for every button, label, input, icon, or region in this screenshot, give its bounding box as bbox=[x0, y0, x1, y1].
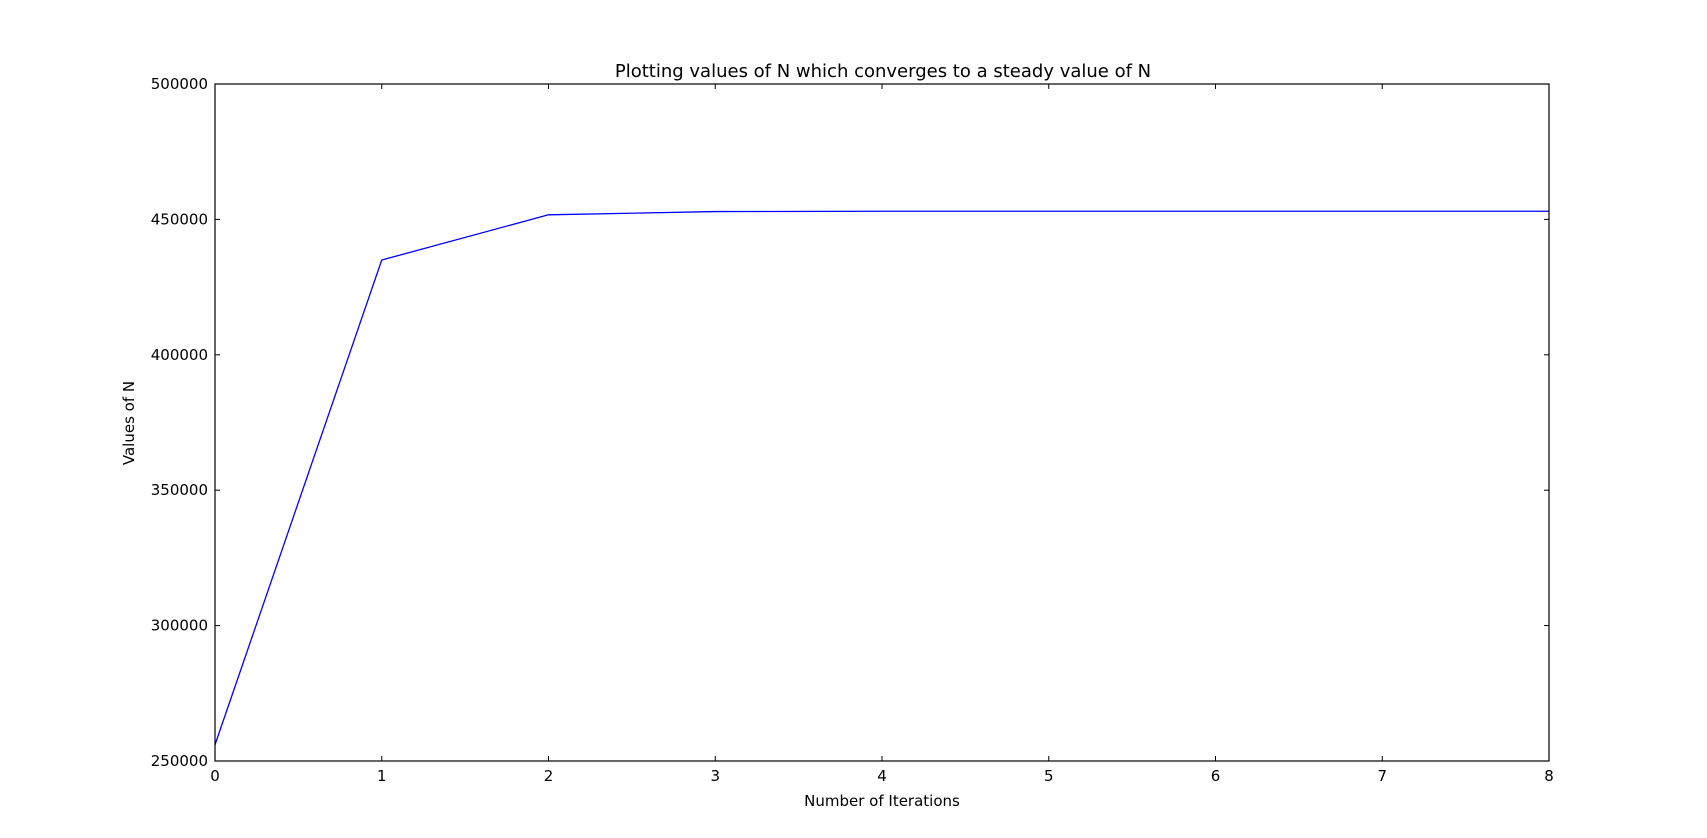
plot-area bbox=[214, 210, 1549, 745]
x-tick-label: 7 bbox=[1377, 767, 1387, 785]
y-tick-label: 250000 bbox=[151, 752, 208, 770]
y-tick-label: 500000 bbox=[151, 75, 208, 93]
plot-frame bbox=[214, 83, 1550, 762]
y-tick-label: 350000 bbox=[151, 481, 208, 499]
chart-title: Plotting values of N which converges to … bbox=[615, 61, 1151, 82]
series-line-0 bbox=[214, 210, 1549, 745]
x-tick-label: 5 bbox=[1044, 767, 1054, 785]
x-tick-label: 0 bbox=[210, 767, 220, 785]
x-tick-label: 6 bbox=[1211, 767, 1221, 785]
x-tick-label: 2 bbox=[544, 767, 554, 785]
y-tick-label: 450000 bbox=[151, 210, 208, 228]
x-tick-label: 8 bbox=[1544, 767, 1554, 785]
x-axis-label: Number of Iterations bbox=[804, 792, 960, 810]
x-tick-label: 3 bbox=[710, 767, 720, 785]
x-tick-label: 1 bbox=[377, 767, 387, 785]
y-tick-label: 300000 bbox=[151, 617, 208, 635]
x-tick-label: 4 bbox=[877, 767, 887, 785]
y-axis-label: Values of N bbox=[120, 381, 138, 465]
y-tick-label: 400000 bbox=[151, 346, 208, 364]
